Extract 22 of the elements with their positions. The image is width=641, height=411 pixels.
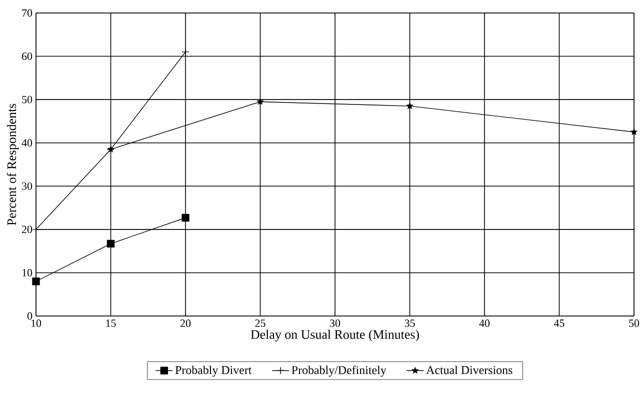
x-tick-label: 20 <box>180 320 191 327</box>
legend-label: Probably/Definitely <box>292 366 386 377</box>
y-tick-label: 60 <box>22 52 32 60</box>
x-tick-label: 25 <box>255 320 266 327</box>
x-tick-label: 45 <box>554 320 564 327</box>
x-tick-label: 50 <box>629 320 640 327</box>
x-tick-label: 40 <box>479 320 490 327</box>
y-tick-label: 10 <box>22 269 32 276</box>
x-tick-label: 10 <box>31 320 42 327</box>
y-axis-title: Percent of Respondents <box>6 104 19 226</box>
x-tick-label: 30 <box>330 320 340 327</box>
y-tick-label: 0 <box>27 312 32 320</box>
legend-label: Probably Divert <box>175 366 252 377</box>
y-tick-label: 20 <box>22 226 32 234</box>
y-tick-label: 50 <box>22 96 32 104</box>
x-axis-title: Delay on Usual Route (Minutes) <box>250 330 419 342</box>
y-tick-label: 40 <box>22 139 32 147</box>
y-tick-label: 70 <box>22 9 32 17</box>
legend-label: Actual Diversions <box>426 366 512 374</box>
x-tick-label: 35 <box>404 320 415 327</box>
x-tick-label: 15 <box>106 320 116 327</box>
y-tick-label: 30 <box>22 182 32 190</box>
